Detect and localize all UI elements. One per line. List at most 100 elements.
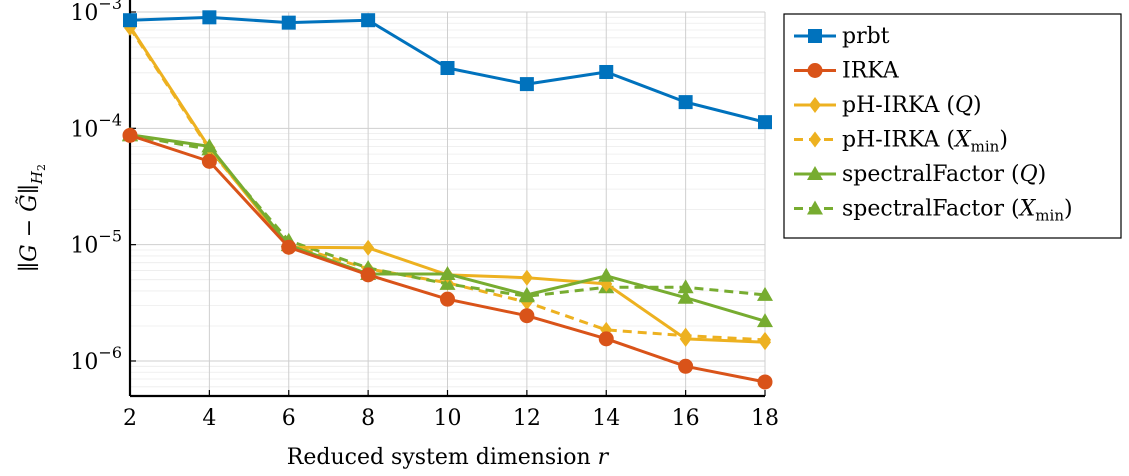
data-point (201, 153, 217, 169)
data-point (598, 267, 615, 282)
legend-marker (807, 63, 823, 78)
legend-label-arg: Q (1020, 162, 1038, 187)
data-point (598, 331, 614, 347)
legend-label: prbt (842, 24, 890, 49)
y-axis-label-part: ∥ (17, 184, 42, 194)
y-tick-label: 10−3 (70, 0, 122, 26)
legend-label-close: ) (973, 93, 982, 118)
data-point (678, 358, 694, 374)
series-layer (122, 10, 773, 390)
legend-label-subscript: min (1035, 207, 1064, 225)
legend-label-close: ) (1038, 162, 1047, 187)
legend-item-spectralfactor-xmin: spectralFactor (Xmin) (794, 197, 1073, 225)
legend-marker (809, 97, 821, 113)
x-tick-label: 2 (123, 406, 137, 431)
data-point (757, 313, 773, 328)
legend-item-spectralfactor-q: spectralFactor (Q) (794, 162, 1046, 187)
data-point (758, 115, 772, 130)
series-prbt (123, 10, 772, 130)
x-axis-label-text: Reduced system dimension (287, 445, 598, 470)
legend-label-base: prbt (842, 24, 890, 49)
legend-label: IRKA (842, 59, 900, 84)
legend-item-ph-irka-q: pH-IRKA (Q) (794, 93, 982, 118)
data-point (440, 291, 455, 307)
x-tick-label: 6 (282, 406, 296, 431)
data-point (123, 13, 137, 28)
legend-label-base: IRKA (842, 59, 900, 84)
axes (128, 0, 766, 398)
legend-marker (807, 166, 823, 180)
y-axis-label-part: − (17, 212, 42, 244)
data-point (678, 95, 693, 110)
y-tick-mantissa: 10 (70, 350, 98, 375)
legend-item-irka: IRKA (794, 59, 900, 84)
data-point (439, 275, 456, 290)
data-point (439, 265, 456, 280)
data-point (440, 61, 455, 76)
legend-marker (809, 131, 821, 148)
legend-label: spectralFactor (Q) (842, 162, 1046, 187)
data-point (599, 64, 614, 79)
legend-label-subscript: min (971, 138, 1000, 156)
data-point (122, 127, 138, 143)
legend-label-arg: X (953, 128, 972, 153)
legend-item-prbt: prbt (794, 24, 890, 49)
y-axis-label-part: ∥ (17, 262, 42, 272)
y-axis-label: ∥G − G̃∥H2 (16, 164, 48, 272)
y-tick-exponent: −4 (98, 110, 122, 129)
legend-label-arg: X (1018, 197, 1037, 222)
x-axis-label-variable: r (598, 445, 610, 470)
data-point (518, 286, 535, 301)
legend-label-base: spectralFactor ( (842, 197, 1020, 222)
y-axis-label-subscript-index: 2 (35, 164, 48, 171)
legend-marker (807, 200, 823, 215)
y-axis-label-text: ∥G − G̃∥H2 (16, 164, 48, 272)
y-tick-exponent: −6 (98, 343, 122, 362)
data-point (679, 330, 692, 347)
legend-item-ph-irka-xmin: pH-IRKA (Xmin) (794, 128, 1008, 156)
grid (129, 11, 766, 397)
legend-label-arg: Q (955, 93, 973, 118)
series-irka (122, 127, 773, 390)
legend-marker (808, 29, 822, 43)
x-tick-label: 4 (202, 406, 216, 431)
data-point (201, 138, 218, 153)
y-axis-label-part: G̃ (16, 194, 42, 212)
y-tick-mantissa: 10 (70, 117, 98, 142)
data-point (281, 15, 296, 30)
data-point (757, 286, 773, 301)
legend-label-base: spectralFactor ( (842, 162, 1020, 187)
y-tick-label: 10−5 (70, 227, 122, 259)
data-point (361, 13, 376, 28)
data-point (677, 289, 694, 304)
x-tick-label: 14 (592, 406, 620, 431)
data-point (677, 279, 694, 294)
y-tick-exponent: −5 (98, 227, 122, 246)
legend-label: pH-IRKA (Q) (842, 93, 982, 118)
y-tick-mantissa: 10 (70, 234, 98, 259)
legend-label-base: pH-IRKA ( (842, 128, 955, 153)
legend-box (783, 13, 1122, 239)
x-tick-label: 12 (513, 406, 541, 431)
x-tick-label: 10 (434, 406, 462, 431)
data-point (757, 374, 773, 390)
legend-label-close: ) (999, 128, 1008, 153)
y-tick-label: 10−4 (70, 110, 122, 142)
legend-label-close: ) (1064, 197, 1073, 222)
data-point (281, 239, 297, 255)
x-tick-label: 8 (361, 406, 375, 431)
legend-label-base: pH-IRKA ( (842, 93, 955, 118)
data-point (520, 269, 533, 286)
x-tick-label: 18 (751, 406, 779, 431)
y-tick-mantissa: 10 (70, 1, 98, 26)
data-point (360, 267, 376, 283)
data-point (202, 10, 217, 25)
data-point (759, 334, 771, 351)
y-tick-label: 10−6 (70, 343, 122, 375)
y-tick-exponent: −3 (98, 0, 122, 13)
x-tick-label: 16 (672, 406, 700, 431)
legend-label: spectralFactor (Xmin) (842, 197, 1073, 225)
